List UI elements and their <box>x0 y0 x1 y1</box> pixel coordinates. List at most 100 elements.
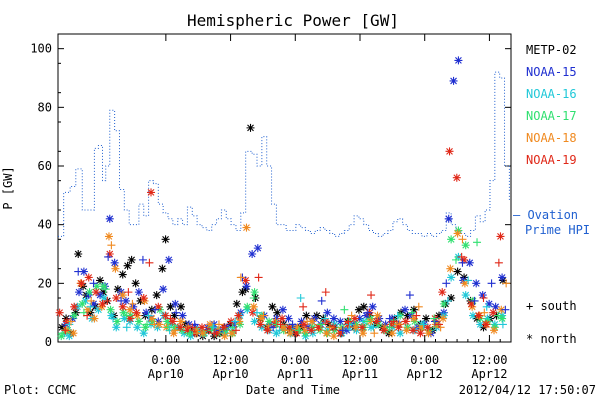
data-point-south <box>443 296 452 305</box>
data-point-north <box>236 320 245 329</box>
data-point-north <box>444 214 453 223</box>
data-point-south <box>363 308 372 317</box>
data-point-south <box>317 296 326 305</box>
data-point-south <box>303 317 312 326</box>
x-tick-time-label: 12:00 <box>213 353 249 367</box>
data-point-north <box>321 317 330 326</box>
data-point-north <box>183 326 192 335</box>
data-point-north <box>265 317 274 326</box>
data-point-south <box>103 296 112 305</box>
data-point-north <box>226 320 235 329</box>
data-point-north <box>85 288 94 297</box>
x-axis-label: Date and Time <box>246 383 340 397</box>
data-point-north <box>329 332 338 341</box>
data-point-south <box>104 252 113 261</box>
data-point-north <box>409 326 418 335</box>
data-point-north <box>125 305 134 314</box>
data-point-north <box>387 320 396 329</box>
footer-plot-by: Plot: CCMC <box>4 383 76 397</box>
x-tick-date-label: Apr10 <box>213 367 249 381</box>
data-point-north <box>323 308 332 317</box>
data-point-north <box>133 323 142 332</box>
data-point-south <box>252 308 261 317</box>
data-point-south <box>87 296 96 305</box>
data-point-north <box>481 320 490 329</box>
data-point-south <box>295 326 304 335</box>
data-point-north <box>112 323 121 332</box>
data-point-north <box>198 329 207 338</box>
data-point-north <box>293 323 302 332</box>
data-point-north <box>132 308 141 317</box>
data-point-south <box>482 302 491 311</box>
data-point-north <box>368 302 377 311</box>
ovation-label-line1: — Ovation <box>513 208 578 222</box>
data-point-north <box>362 311 371 320</box>
data-point-north <box>461 241 470 250</box>
data-point-north <box>460 279 469 288</box>
data-point-south <box>117 296 126 305</box>
data-point-north <box>278 314 287 323</box>
data-point-north <box>468 302 477 311</box>
data-point-north <box>98 299 107 308</box>
data-point-north <box>91 302 100 311</box>
data-point-north <box>241 276 250 285</box>
data-point-north <box>257 314 266 323</box>
data-point-north <box>303 323 312 332</box>
data-point-south <box>480 308 489 317</box>
data-point-south <box>145 258 154 267</box>
data-point-south <box>412 311 421 320</box>
data-point-south <box>470 296 479 305</box>
data-point-north <box>308 323 317 332</box>
data-point-north <box>301 329 310 338</box>
data-point-north <box>352 320 361 329</box>
data-point-south <box>363 317 372 326</box>
data-point-north <box>257 323 266 332</box>
y-tick-label: 0 <box>45 335 52 349</box>
data-point-south <box>276 320 285 329</box>
data-point-south <box>128 299 137 308</box>
data-point-south <box>193 329 202 338</box>
data-point-north <box>99 282 108 291</box>
data-point-south <box>138 255 147 264</box>
data-point-south <box>254 273 263 282</box>
legend: METP-02 NOAA-15 NOAA-16 NOAA-17 NOAA-18 NOAA-… <box>526 43 577 167</box>
data-point-north <box>316 326 325 335</box>
data-point-north <box>474 311 483 320</box>
data-point-north <box>490 326 499 335</box>
data-point-north <box>241 285 250 294</box>
data-point-north <box>105 250 114 258</box>
series-noaa-18-south <box>66 235 511 338</box>
data-point-north <box>154 302 163 311</box>
north-label: * north <box>526 332 577 346</box>
data-point-north <box>351 323 360 332</box>
data-point-south <box>385 314 394 323</box>
data-point-north <box>246 123 255 132</box>
x-tick-time-label: 0:00 <box>151 353 180 367</box>
data-point-north <box>273 308 282 317</box>
data-point-north <box>127 255 136 264</box>
data-point-north <box>123 261 132 270</box>
data-point-south <box>107 241 116 250</box>
data-point-north <box>112 294 121 302</box>
data-point-north <box>446 264 455 273</box>
data-point-south <box>325 323 334 332</box>
data-point-north <box>264 323 273 332</box>
data-point-north <box>379 326 388 335</box>
data-point-south <box>296 294 305 302</box>
data-point-north <box>159 285 168 294</box>
data-point-south <box>144 311 153 320</box>
data-point-north <box>118 270 127 279</box>
data-point-north <box>324 320 333 329</box>
data-point-south <box>185 329 194 338</box>
data-point-south <box>89 279 98 288</box>
data-point-north <box>314 323 323 332</box>
data-point-north <box>478 291 487 300</box>
data-point-north <box>250 288 259 297</box>
data-point-south <box>150 320 159 329</box>
data-point-north <box>497 305 506 314</box>
data-point-north <box>77 279 86 288</box>
data-point-north <box>177 326 186 335</box>
data-point-north <box>329 314 338 323</box>
data-point-north <box>268 302 277 311</box>
